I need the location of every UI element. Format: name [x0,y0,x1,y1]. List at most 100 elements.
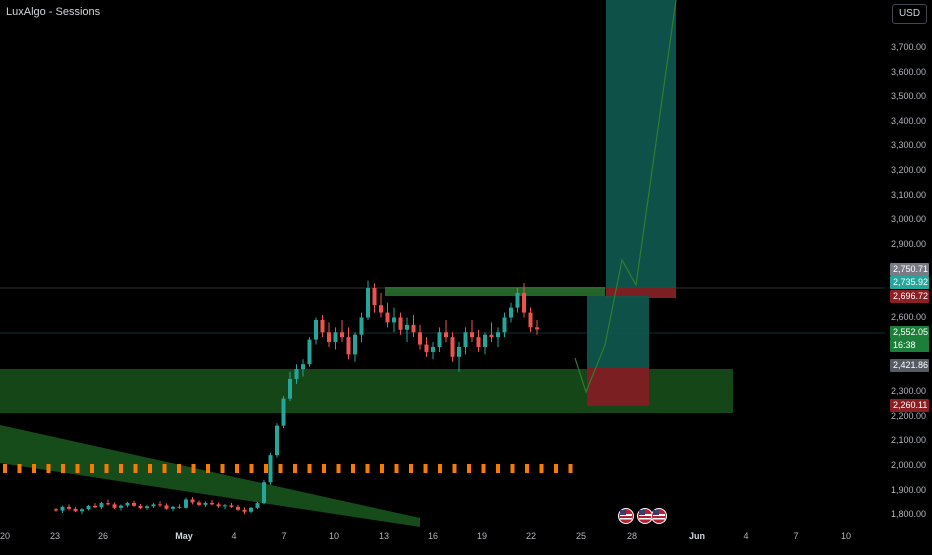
candle-body [307,339,312,365]
session-marker [17,464,22,473]
candle-body [502,317,507,333]
price-tick-label: 3,600.00 [890,66,926,77]
range-top-band [385,287,605,296]
candle-body [151,504,156,507]
candle-body [463,332,468,347]
candle-body [359,317,364,335]
candle-body [223,505,227,507]
candle-body [275,425,279,456]
candle-body [353,334,357,355]
session-marker [32,464,36,473]
currency-selector[interactable]: USD [892,4,927,24]
candle-body [301,364,305,370]
candle-body [346,337,351,355]
date-tick-label: 25 [575,531,587,541]
price-badge: 16:38 [890,339,929,352]
price-badge: 2,750.71 [890,263,929,276]
projection-path [574,0,677,394]
candle-body [424,344,429,352]
candle-body [249,507,253,512]
candle-body [457,346,461,357]
candle-body [431,346,435,352]
candle-body [112,504,117,508]
price-badge: 2,735.92 [890,276,929,289]
session-marker [119,464,123,473]
candle-body [314,319,318,340]
candle-body [262,482,266,504]
session-marker [481,464,486,473]
session-marker [90,464,94,473]
lower-target-box [587,296,649,368]
candle-body [158,504,162,506]
session-marker [75,464,80,473]
session-marker [510,464,515,473]
candle-body [216,504,221,507]
session-marker [438,464,442,473]
price-badge: 2,696.72 [890,290,929,303]
price-tick-label: 2,600.00 [890,312,926,323]
candle-body [119,505,123,508]
session-marker [148,464,152,473]
date-tick-label: 23 [49,531,61,541]
session-marker [278,464,283,473]
candle-body [366,287,370,318]
session-marker [191,464,196,473]
candle-body [333,332,338,343]
candle-body [177,506,182,508]
price-tick-label: 1,800.00 [890,509,926,520]
lower-stop-box [587,368,649,406]
candle-body [86,505,91,510]
candle-body [379,305,383,313]
price-tick-label: 3,100.00 [890,189,926,200]
candle-body [392,317,396,323]
candle-body [132,502,136,506]
candle-body [450,337,455,357]
session-marker [496,464,500,473]
candle-body [242,509,247,512]
candle-body [236,506,240,510]
candle-body [528,312,533,328]
price-tick-label: 2,900.00 [890,238,926,249]
candle-body [54,509,58,511]
price-tick-label: 3,400.00 [890,115,926,126]
date-tick-label: 10 [328,531,340,541]
price-badge: 2,421.86 [890,359,929,372]
session-marker [351,464,355,473]
candle-body [138,505,143,509]
date-tick-label: 22 [525,531,537,541]
session-marker [235,464,239,473]
candle-body [405,324,409,330]
candle-body [444,332,448,338]
candle-body [145,506,149,509]
date-tick-label: 26 [97,531,109,541]
price-tick-label: 1,900.00 [890,484,926,495]
session-marker [133,464,138,473]
candle-body [476,337,481,347]
candle-body [437,332,442,347]
candle-body [125,502,130,506]
price-tick-label: 3,700.00 [890,42,926,52]
candle-body [171,506,175,509]
candle-body [535,327,539,330]
candle-body [106,503,110,505]
price-tick-label: 3,500.00 [890,91,926,102]
price-tick-label: 2,100.00 [890,435,926,446]
date-tick-label: 7 [793,531,799,541]
price-tick-label: 3,200.00 [890,164,926,175]
date-tick-label: 20 [0,531,11,541]
session-marker [467,464,471,473]
indicator-label[interactable]: LuxAlgo - Sessions [6,6,101,18]
candle-body [197,502,201,505]
candle-body [522,292,526,313]
candle-body [340,332,344,338]
date-tick-label: 28 [626,531,638,541]
candle-body [80,509,84,512]
candle-body [281,398,286,426]
date-tick-label: May [175,531,193,541]
session-marker [307,464,312,473]
price-tick-label: 3,000.00 [890,214,926,225]
session-marker [452,464,457,473]
candle-body [288,378,292,399]
